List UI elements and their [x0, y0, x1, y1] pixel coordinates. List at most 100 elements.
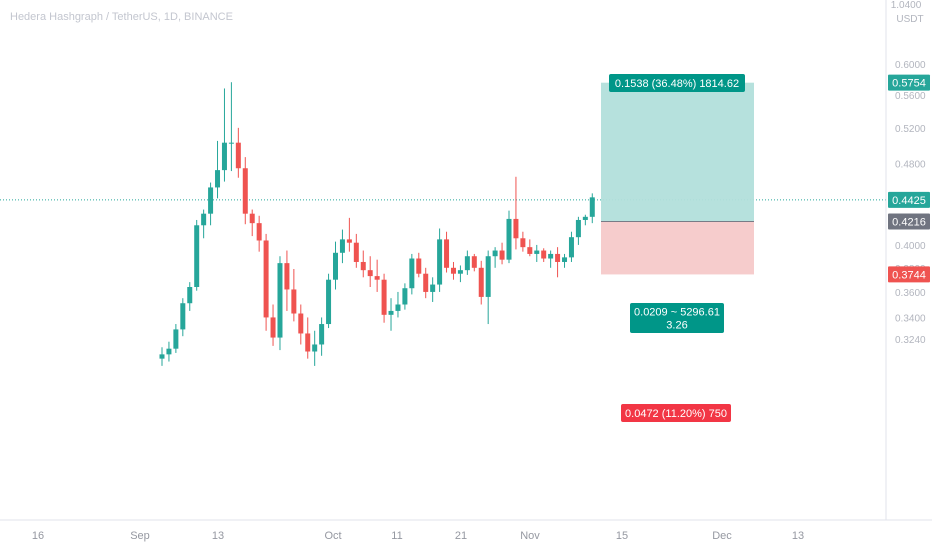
candle-body [256, 223, 262, 241]
y-tick-label: 0.4800 [895, 160, 926, 171]
candle-body [194, 225, 200, 287]
candle-body [381, 279, 387, 315]
candle [221, 88, 227, 182]
candle [471, 253, 477, 272]
candle [388, 298, 394, 331]
candle [319, 317, 325, 356]
candle [180, 298, 186, 337]
candle-body [534, 250, 540, 254]
candle-body [215, 170, 221, 188]
candle [568, 231, 574, 262]
long-position-tool[interactable] [601, 82, 754, 275]
x-tick-label: 21 [455, 530, 467, 542]
y-tick-label: 0.3400 [895, 313, 926, 324]
price-axis-label-bg [888, 266, 930, 283]
candle-body [263, 240, 269, 318]
symbol-title: Hedera Hashgraph / TetherUS, 1D, BINANCE [10, 11, 233, 23]
candle-body [166, 348, 172, 355]
candle [277, 256, 283, 351]
candle-body [402, 288, 408, 305]
candle [353, 233, 359, 268]
candle [499, 242, 505, 265]
y-tick-label: 0.6000 [895, 60, 926, 71]
price-axis-label: 0.4216 [888, 213, 930, 230]
candle-body [555, 253, 561, 262]
candle-body [312, 344, 318, 352]
candle-body [395, 304, 401, 311]
candle [562, 253, 568, 268]
target-label-bg [609, 74, 745, 92]
stop-label-bg [621, 404, 731, 422]
axis-currency-top: 1.0400 [891, 0, 922, 11]
price-axis[interactable]: 1.0400USDT0.60000.56000.52000.48000.4400… [885, 0, 930, 520]
candle [457, 265, 463, 283]
candle [249, 209, 255, 237]
candle [374, 259, 380, 292]
target-label-text: 0.1538 (36.48%) 1814.62 [615, 78, 739, 90]
candle-body [416, 258, 422, 274]
y-tick-label: 0.3600 [895, 288, 926, 299]
candle-body [388, 310, 394, 315]
price-axis-label-bg [888, 213, 930, 230]
candle-body [242, 168, 248, 214]
candle [166, 341, 172, 362]
candle-body [159, 354, 165, 359]
x-tick-label: Nov [520, 530, 540, 542]
candle-body [562, 257, 568, 262]
y-tick-label: 0.4000 [895, 241, 926, 252]
candle [194, 219, 200, 291]
x-tick-label: 11 [391, 530, 402, 542]
candle-body [346, 239, 352, 243]
candle [235, 127, 241, 178]
candle-body [319, 324, 325, 345]
candle-body [180, 303, 186, 330]
y-tick-label: 0.3240 [895, 335, 926, 346]
candle [575, 216, 581, 245]
candle [242, 157, 248, 225]
candle [513, 176, 519, 250]
candle-body [409, 258, 415, 289]
candle-body [437, 239, 443, 285]
candle-body [270, 317, 276, 338]
candle-body [575, 219, 581, 238]
candle-body [284, 263, 290, 290]
candle [159, 347, 165, 366]
candle-body [450, 267, 456, 274]
price-axis-label-text: 0.4425 [892, 195, 926, 207]
profit-zone [601, 82, 754, 222]
candle [534, 244, 540, 262]
candle [430, 277, 436, 302]
x-tick-label: Sep [130, 530, 150, 542]
candle [360, 250, 366, 278]
entry-stats-label: 0.0209 ~ 5296.613.26 [630, 303, 724, 333]
candle [527, 239, 533, 257]
candle [444, 231, 450, 273]
candle-body [277, 263, 283, 338]
price-axis-label: 0.5754 [888, 74, 930, 91]
y-tick-label: 0.5200 [895, 124, 926, 135]
candle-body [228, 142, 234, 144]
candle-body [235, 142, 241, 169]
candle [548, 250, 554, 268]
candle [270, 304, 276, 346]
candle-body [173, 329, 179, 349]
candle-body [548, 253, 554, 259]
candle-body [249, 213, 255, 224]
candle [423, 267, 429, 299]
axis-currency-label: USDT [896, 14, 923, 25]
x-tick-label: 16 [32, 530, 44, 542]
candle-body [568, 237, 574, 258]
candle [478, 260, 484, 305]
x-tick-label: 15 [616, 530, 628, 542]
candle-body [464, 256, 470, 271]
candle [582, 214, 588, 226]
candle [291, 268, 297, 322]
candle [464, 250, 470, 275]
candle-body [187, 286, 193, 304]
candle [201, 209, 207, 239]
time-axis[interactable]: 16 Sep 13 Oct 11 21 Nov 15 Dec 13 [0, 519, 932, 542]
candle [402, 283, 408, 310]
x-tick-label: Oct [324, 530, 341, 542]
candle-body [291, 289, 297, 314]
